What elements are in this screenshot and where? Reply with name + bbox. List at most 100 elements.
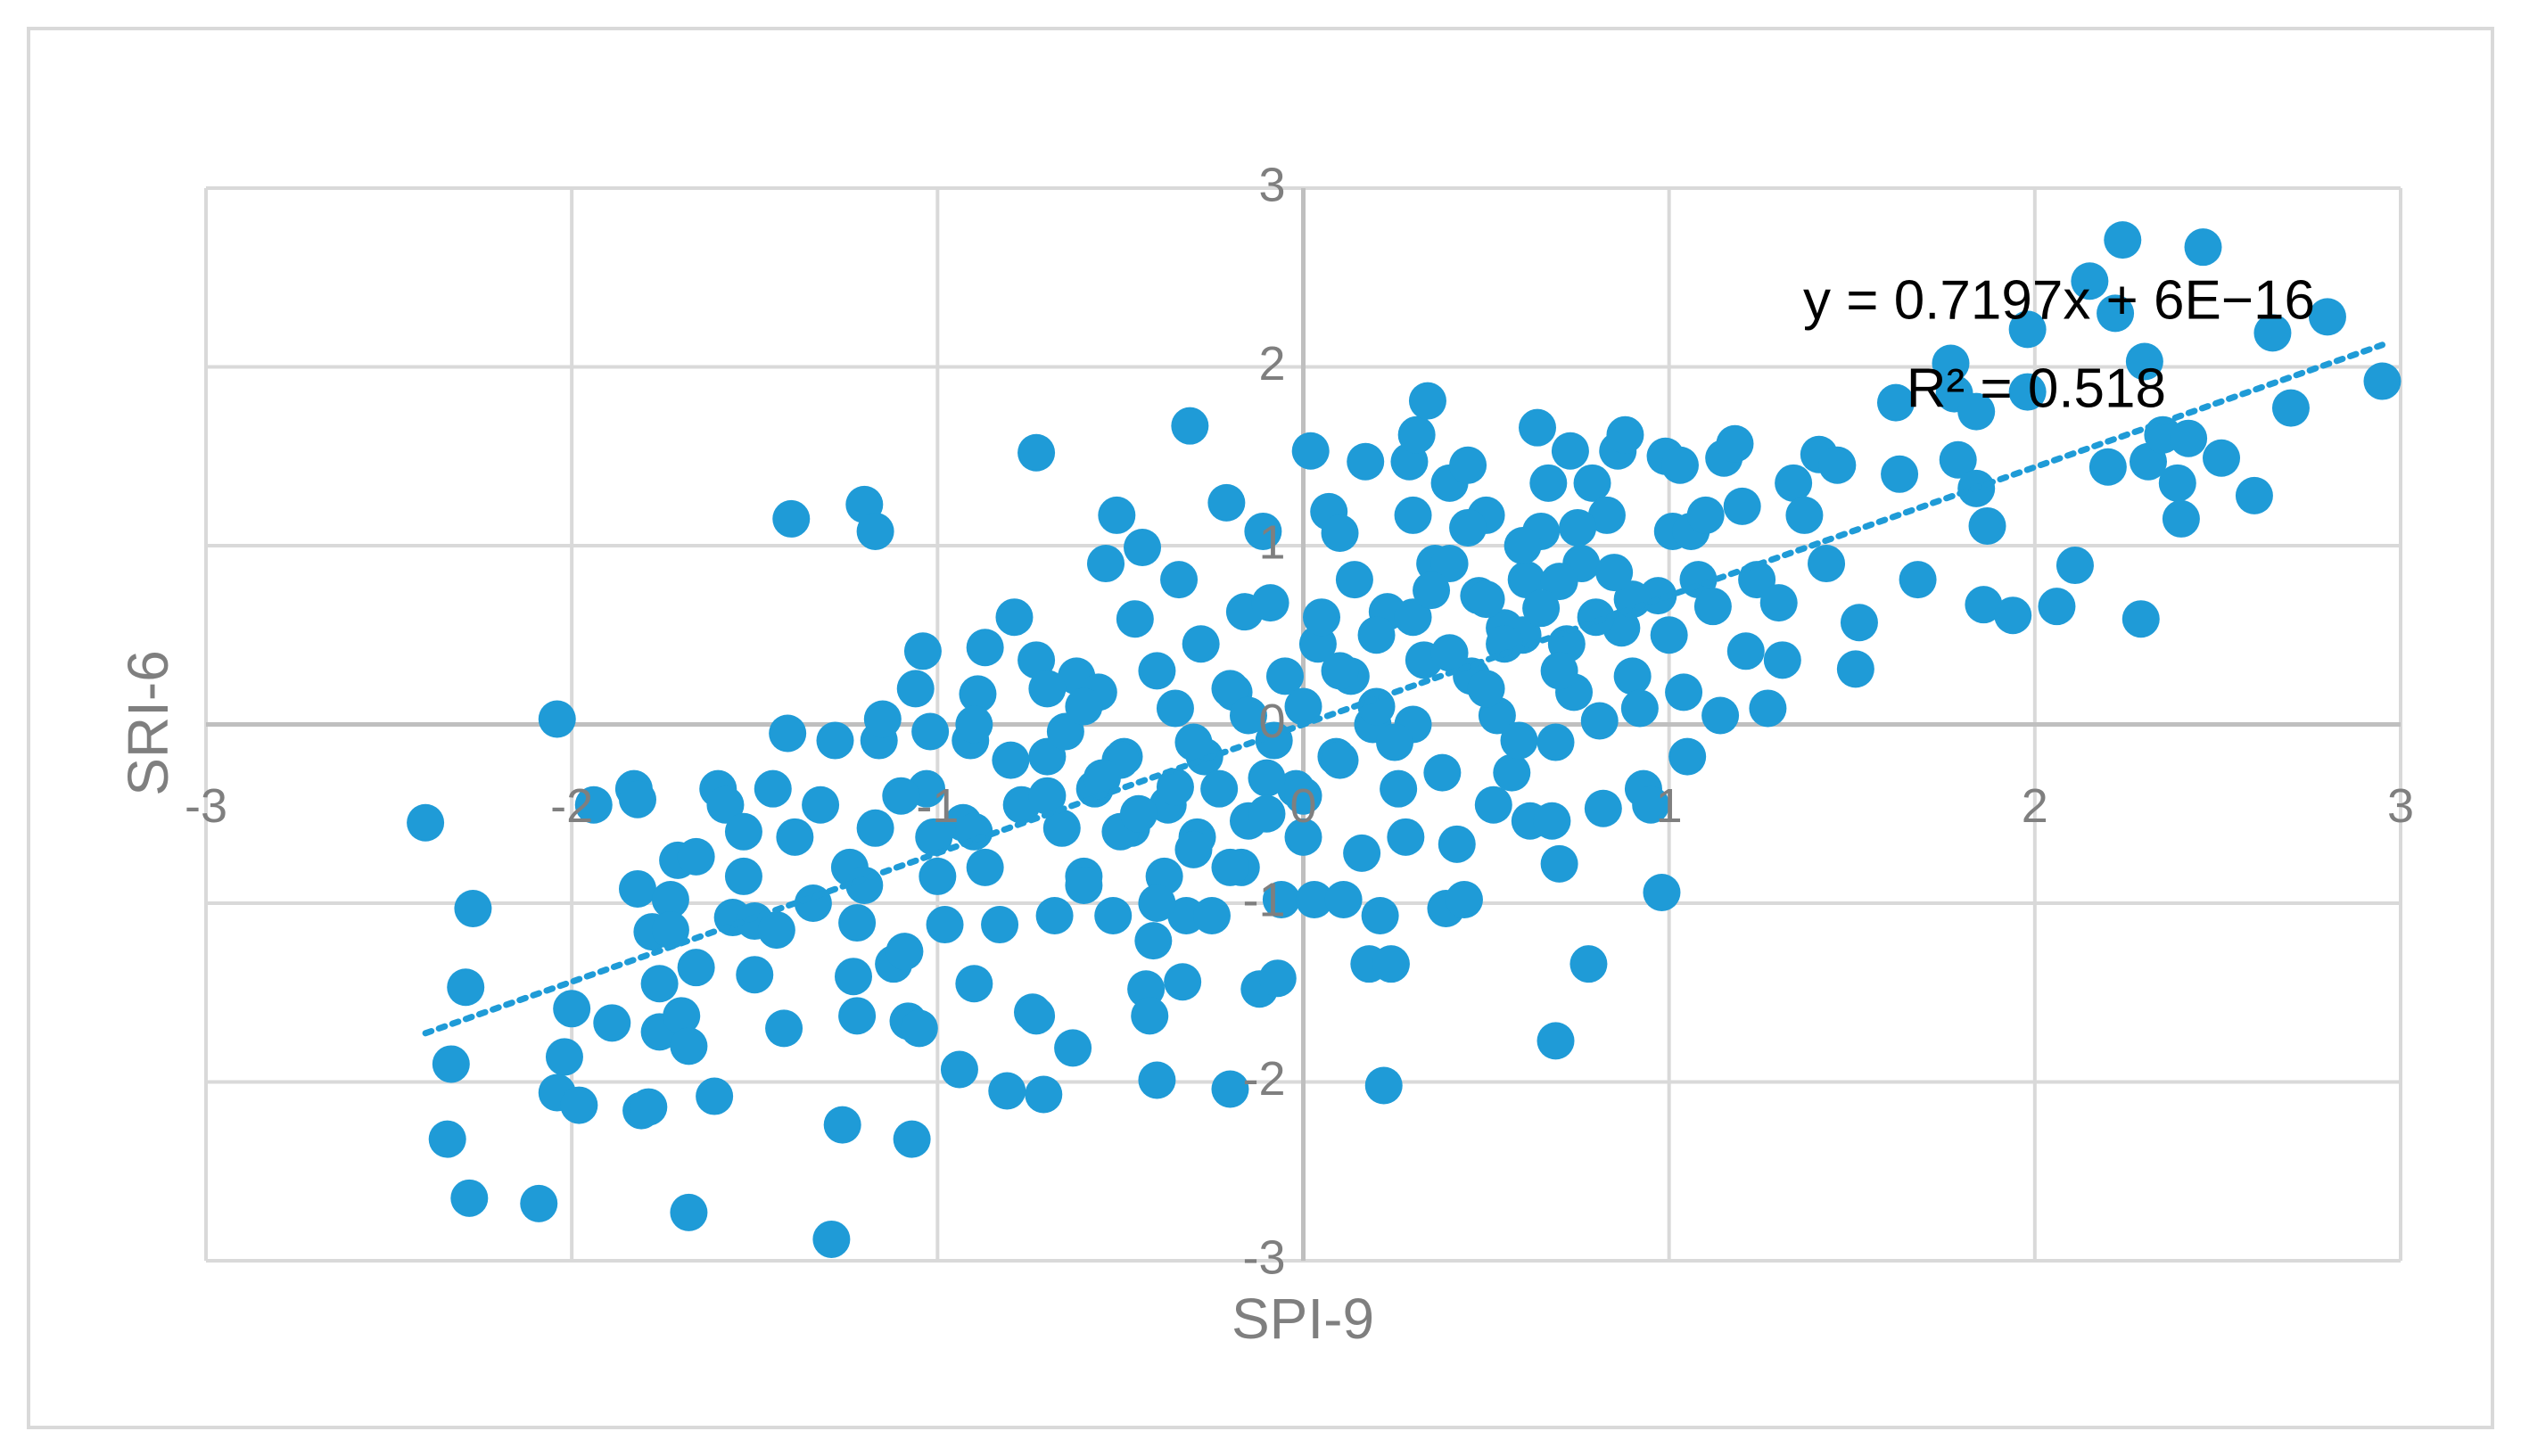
point [2056, 547, 2094, 585]
trendline-r-squared: R² = 0.518 [1907, 358, 2166, 419]
point [651, 911, 689, 950]
point [1065, 866, 1103, 904]
point [1156, 768, 1194, 806]
point [1200, 769, 1239, 808]
point [1693, 588, 1732, 626]
point [1836, 650, 1874, 688]
point [651, 880, 689, 918]
point [1376, 723, 1414, 761]
point [2235, 476, 2273, 514]
point [955, 705, 993, 744]
point [696, 1077, 734, 1115]
point [1042, 809, 1081, 847]
point [1207, 483, 1246, 522]
point [1474, 786, 1512, 824]
point [407, 803, 445, 842]
point [1957, 392, 1996, 431]
y-tick-label: -1 [1242, 873, 1285, 926]
point [1660, 446, 1699, 484]
point [992, 741, 1030, 779]
point [520, 1184, 558, 1222]
point [2203, 439, 2241, 477]
point [1372, 945, 1410, 983]
point [911, 712, 950, 751]
point [1138, 652, 1176, 690]
point [834, 958, 872, 996]
point [1584, 789, 1622, 827]
point [1025, 1075, 1063, 1114]
point [1017, 433, 1056, 472]
point [538, 700, 576, 738]
point [1284, 777, 1322, 815]
point [823, 1106, 861, 1144]
point [1587, 496, 1626, 534]
point [1248, 759, 1286, 797]
point [1438, 825, 1476, 863]
point [1467, 580, 1505, 619]
point [769, 714, 807, 753]
x-tick-label: 1 [1656, 779, 1683, 833]
point [618, 780, 656, 818]
point [1387, 818, 1425, 856]
point [981, 906, 1019, 944]
point [959, 675, 997, 713]
point [1522, 589, 1561, 628]
point [838, 997, 877, 1035]
point [447, 968, 485, 1007]
point [1445, 880, 1483, 918]
point [1321, 741, 1359, 779]
point [1131, 997, 1169, 1035]
point [450, 1179, 489, 1217]
point [677, 837, 715, 876]
point [1504, 527, 1542, 564]
point [1726, 632, 1765, 670]
point [1284, 687, 1322, 726]
point [812, 1220, 851, 1258]
point [670, 1193, 708, 1231]
point [677, 949, 715, 987]
point [1262, 880, 1300, 918]
point [1397, 415, 1436, 454]
point [1291, 432, 1330, 470]
point [838, 904, 877, 942]
point [1507, 561, 1545, 599]
point [1134, 922, 1173, 960]
point [2125, 342, 2163, 381]
y-tick-label: -3 [1242, 1230, 1285, 1284]
point [1467, 670, 1505, 708]
point [802, 786, 840, 824]
point [724, 812, 762, 851]
point [816, 721, 854, 760]
point [1540, 652, 1578, 690]
point [1551, 432, 1589, 470]
point [1065, 687, 1103, 726]
point [1500, 721, 1538, 760]
point [1881, 455, 1919, 493]
point [1364, 1066, 1403, 1105]
point [1449, 446, 1487, 484]
y-tick-label: 1 [1258, 515, 1285, 569]
point [1519, 408, 1557, 447]
point [1606, 415, 1644, 454]
point [1156, 689, 1194, 728]
point [1408, 382, 1446, 420]
point [1211, 848, 1249, 886]
trendline-equation: y = 0.7197x + 6E−16 [1803, 269, 2315, 331]
point [1840, 604, 1878, 642]
point [706, 786, 745, 824]
point [896, 670, 935, 708]
point [1083, 759, 1121, 797]
point [926, 906, 964, 944]
point [1613, 657, 1652, 695]
point [1449, 508, 1487, 547]
point [2162, 499, 2200, 538]
point [1380, 769, 1418, 808]
point [2038, 588, 2076, 626]
point [1211, 1070, 1249, 1108]
point [1723, 487, 1761, 525]
point [1017, 997, 1056, 1035]
point [1229, 696, 1267, 735]
point [1321, 514, 1359, 552]
point [1533, 802, 1571, 840]
